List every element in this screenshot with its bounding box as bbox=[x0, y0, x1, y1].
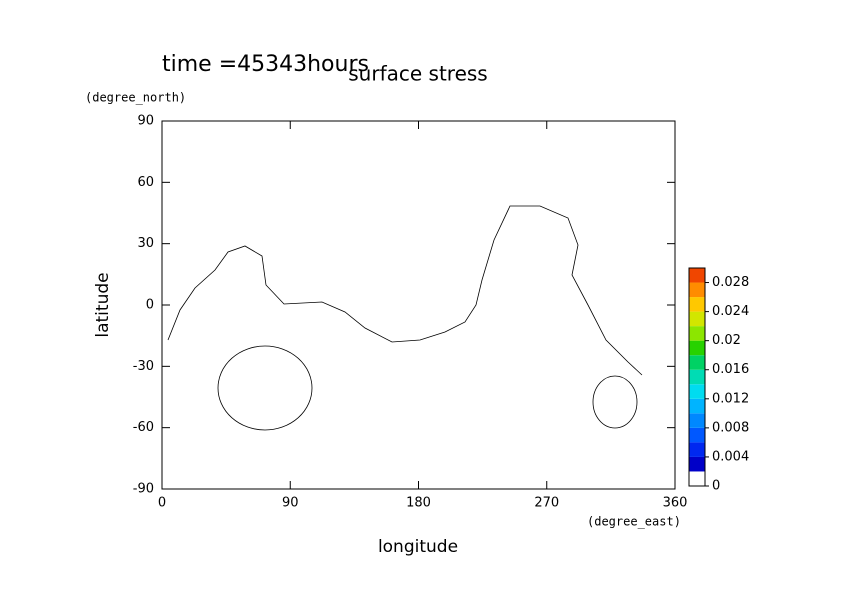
colorbar-swatch bbox=[689, 297, 705, 312]
colorbar-swatch bbox=[689, 471, 705, 486]
colorbar-swatch bbox=[689, 355, 705, 370]
y-axis-label: latitude bbox=[93, 272, 113, 337]
y-tick-label: -60 bbox=[133, 420, 154, 435]
x-tick-label: 0 bbox=[158, 496, 166, 511]
colorbar-tick-label: 0.028 bbox=[712, 275, 749, 290]
colorbar-frame bbox=[688, 267, 706, 487]
colorbar-tick-label: 0 bbox=[712, 479, 720, 494]
colorbar-swatch bbox=[689, 413, 705, 428]
colorbar-swatch bbox=[689, 326, 705, 341]
coastline bbox=[592, 375, 638, 429]
x-axis-label: longitude bbox=[378, 537, 458, 557]
x-tick-label: 180 bbox=[406, 496, 431, 511]
coastlines bbox=[167, 205, 643, 431]
y-tick-label: -90 bbox=[133, 482, 154, 497]
colorbar-tick-label: 0.024 bbox=[712, 304, 749, 319]
x-tick-label: 270 bbox=[534, 496, 559, 511]
y-tick-label: 90 bbox=[137, 114, 154, 129]
chart-subtitle: time =45343hours bbox=[162, 52, 369, 77]
coastline bbox=[167, 205, 643, 376]
colorbar-swatch bbox=[689, 282, 705, 298]
colorbar-swatch bbox=[689, 369, 705, 385]
y-tick-label: 0 bbox=[146, 298, 154, 313]
coastline bbox=[217, 345, 313, 431]
y-tick-label: -30 bbox=[133, 359, 154, 374]
colorbar-swatch bbox=[689, 427, 705, 443]
colorbar-swatch bbox=[689, 340, 705, 356]
colorbar-swatch bbox=[689, 398, 705, 414]
y-tick-label: 60 bbox=[137, 175, 154, 190]
colorbar-swatch bbox=[689, 442, 705, 457]
colorbar-swatch bbox=[689, 456, 705, 472]
y-unit: (degree_north) bbox=[85, 91, 186, 105]
colorbar-swatch bbox=[689, 384, 705, 399]
colorbar-tick-label: 0.008 bbox=[712, 420, 749, 435]
colorbar-tick-label: 0.02 bbox=[712, 333, 741, 348]
y-tick-label: 30 bbox=[137, 236, 154, 251]
colorbar-tick-label: 0.012 bbox=[712, 391, 749, 406]
colorbar-swatch bbox=[689, 268, 705, 283]
chart-title: surface stress bbox=[348, 62, 487, 86]
colorbar-swatch bbox=[689, 311, 705, 327]
x-tick-label: 90 bbox=[282, 496, 299, 511]
x-tick-label: 360 bbox=[663, 496, 688, 511]
x-unit: (degree_east) bbox=[587, 515, 681, 529]
colorbar-tick-label: 0.016 bbox=[712, 362, 749, 377]
colorbar-tick-label: 0.004 bbox=[712, 449, 749, 464]
